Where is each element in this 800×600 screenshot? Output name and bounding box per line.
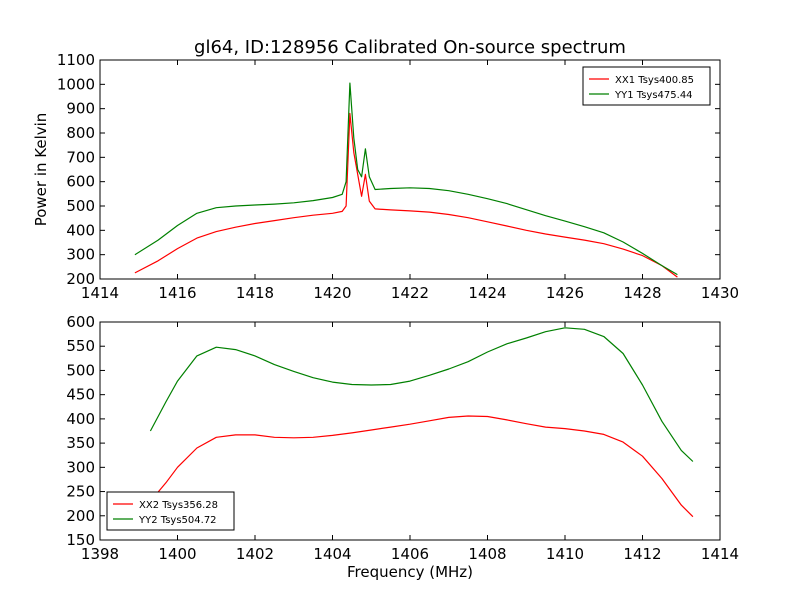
legend-entry: XX2 Tsys356.28: [139, 500, 218, 511]
legend-entry: XX1 Tsys400.85: [615, 75, 694, 86]
x-tick-label: 1428: [623, 284, 661, 302]
x-tick-label: 1400: [158, 545, 196, 563]
x-tick-label: 1422: [391, 284, 429, 302]
y-tick-label: 900: [66, 100, 95, 118]
y-tick-label: 500: [66, 197, 95, 215]
x-tick-label: 1416: [158, 284, 196, 302]
y-tick-label: 300: [66, 458, 95, 476]
y-tick-label: 1100: [57, 51, 95, 69]
y-tick-label: 450: [66, 386, 95, 404]
y-tick-label: 300: [66, 246, 95, 264]
x-tick-label: 1404: [313, 545, 351, 563]
x-tick-label: 1408: [468, 545, 506, 563]
legend: XX2 Tsys356.28 YY2 Tsys504.72: [106, 491, 235, 531]
x-axis-label: Frequency (MHz): [347, 563, 473, 581]
y-tick-label: 200: [66, 270, 95, 288]
x-tick-label: 1412: [623, 545, 661, 563]
x-tick-label: 1426: [546, 284, 584, 302]
lower-spectrum-plot: 1398 1400 1402 1404 1406 1408 1410 1412 1414 150 2…: [66, 313, 739, 563]
x-tick-label: 1418: [236, 284, 274, 302]
y-tick-label: 350: [66, 434, 95, 452]
legend: XX1 Tsys400.85 YY1 Tsys475.44: [582, 66, 711, 106]
series-line-1: [149, 415, 694, 518]
series-line-2: [149, 327, 694, 462]
x-tick-label: 1406: [391, 545, 429, 563]
y-axis-label: Power in Kelvin: [32, 113, 50, 227]
y-tick-label: 400: [66, 221, 95, 239]
series-line-1: [134, 112, 678, 278]
x-tick-label: 1420: [313, 284, 351, 302]
y-tick-label: 200: [66, 507, 95, 525]
upper-spectrum-plot: 1414 1416 1418 1420 1422 1424 1426 1428 1430 200 3…: [32, 51, 739, 302]
y-tick-label: 150: [66, 531, 95, 549]
x-tick-label: 1424: [468, 284, 506, 302]
legend-entry: YY1 Tsys475.44: [614, 90, 693, 101]
x-tick-label: 1410: [546, 545, 584, 563]
x-tick-label: 1414: [81, 284, 119, 302]
x-tick-label: 1402: [236, 545, 274, 563]
y-tick-label: 400: [66, 410, 95, 428]
y-tick-label: 600: [66, 313, 95, 331]
x-tick-label: 1414: [701, 545, 739, 563]
legend-box: [582, 66, 711, 106]
y-tick-label: 700: [66, 148, 95, 166]
chart-title: gl64, ID:128956 Calibrated On-source spe…: [194, 37, 626, 58]
legend-entry: YY2 Tsys504.72: [138, 515, 217, 526]
y-tick-label: 250: [66, 483, 95, 501]
y-tick-label: 500: [66, 361, 95, 379]
x-tick-label: 1398: [81, 545, 119, 563]
x-tick-label: 1430: [701, 284, 739, 302]
series-line-2: [134, 82, 678, 276]
y-tick-label: 550: [66, 337, 95, 355]
y-tick-label: 800: [66, 124, 95, 142]
legend-box: [106, 491, 235, 531]
y-tick-label: 600: [66, 173, 95, 191]
y-tick-label: 1000: [57, 75, 95, 93]
